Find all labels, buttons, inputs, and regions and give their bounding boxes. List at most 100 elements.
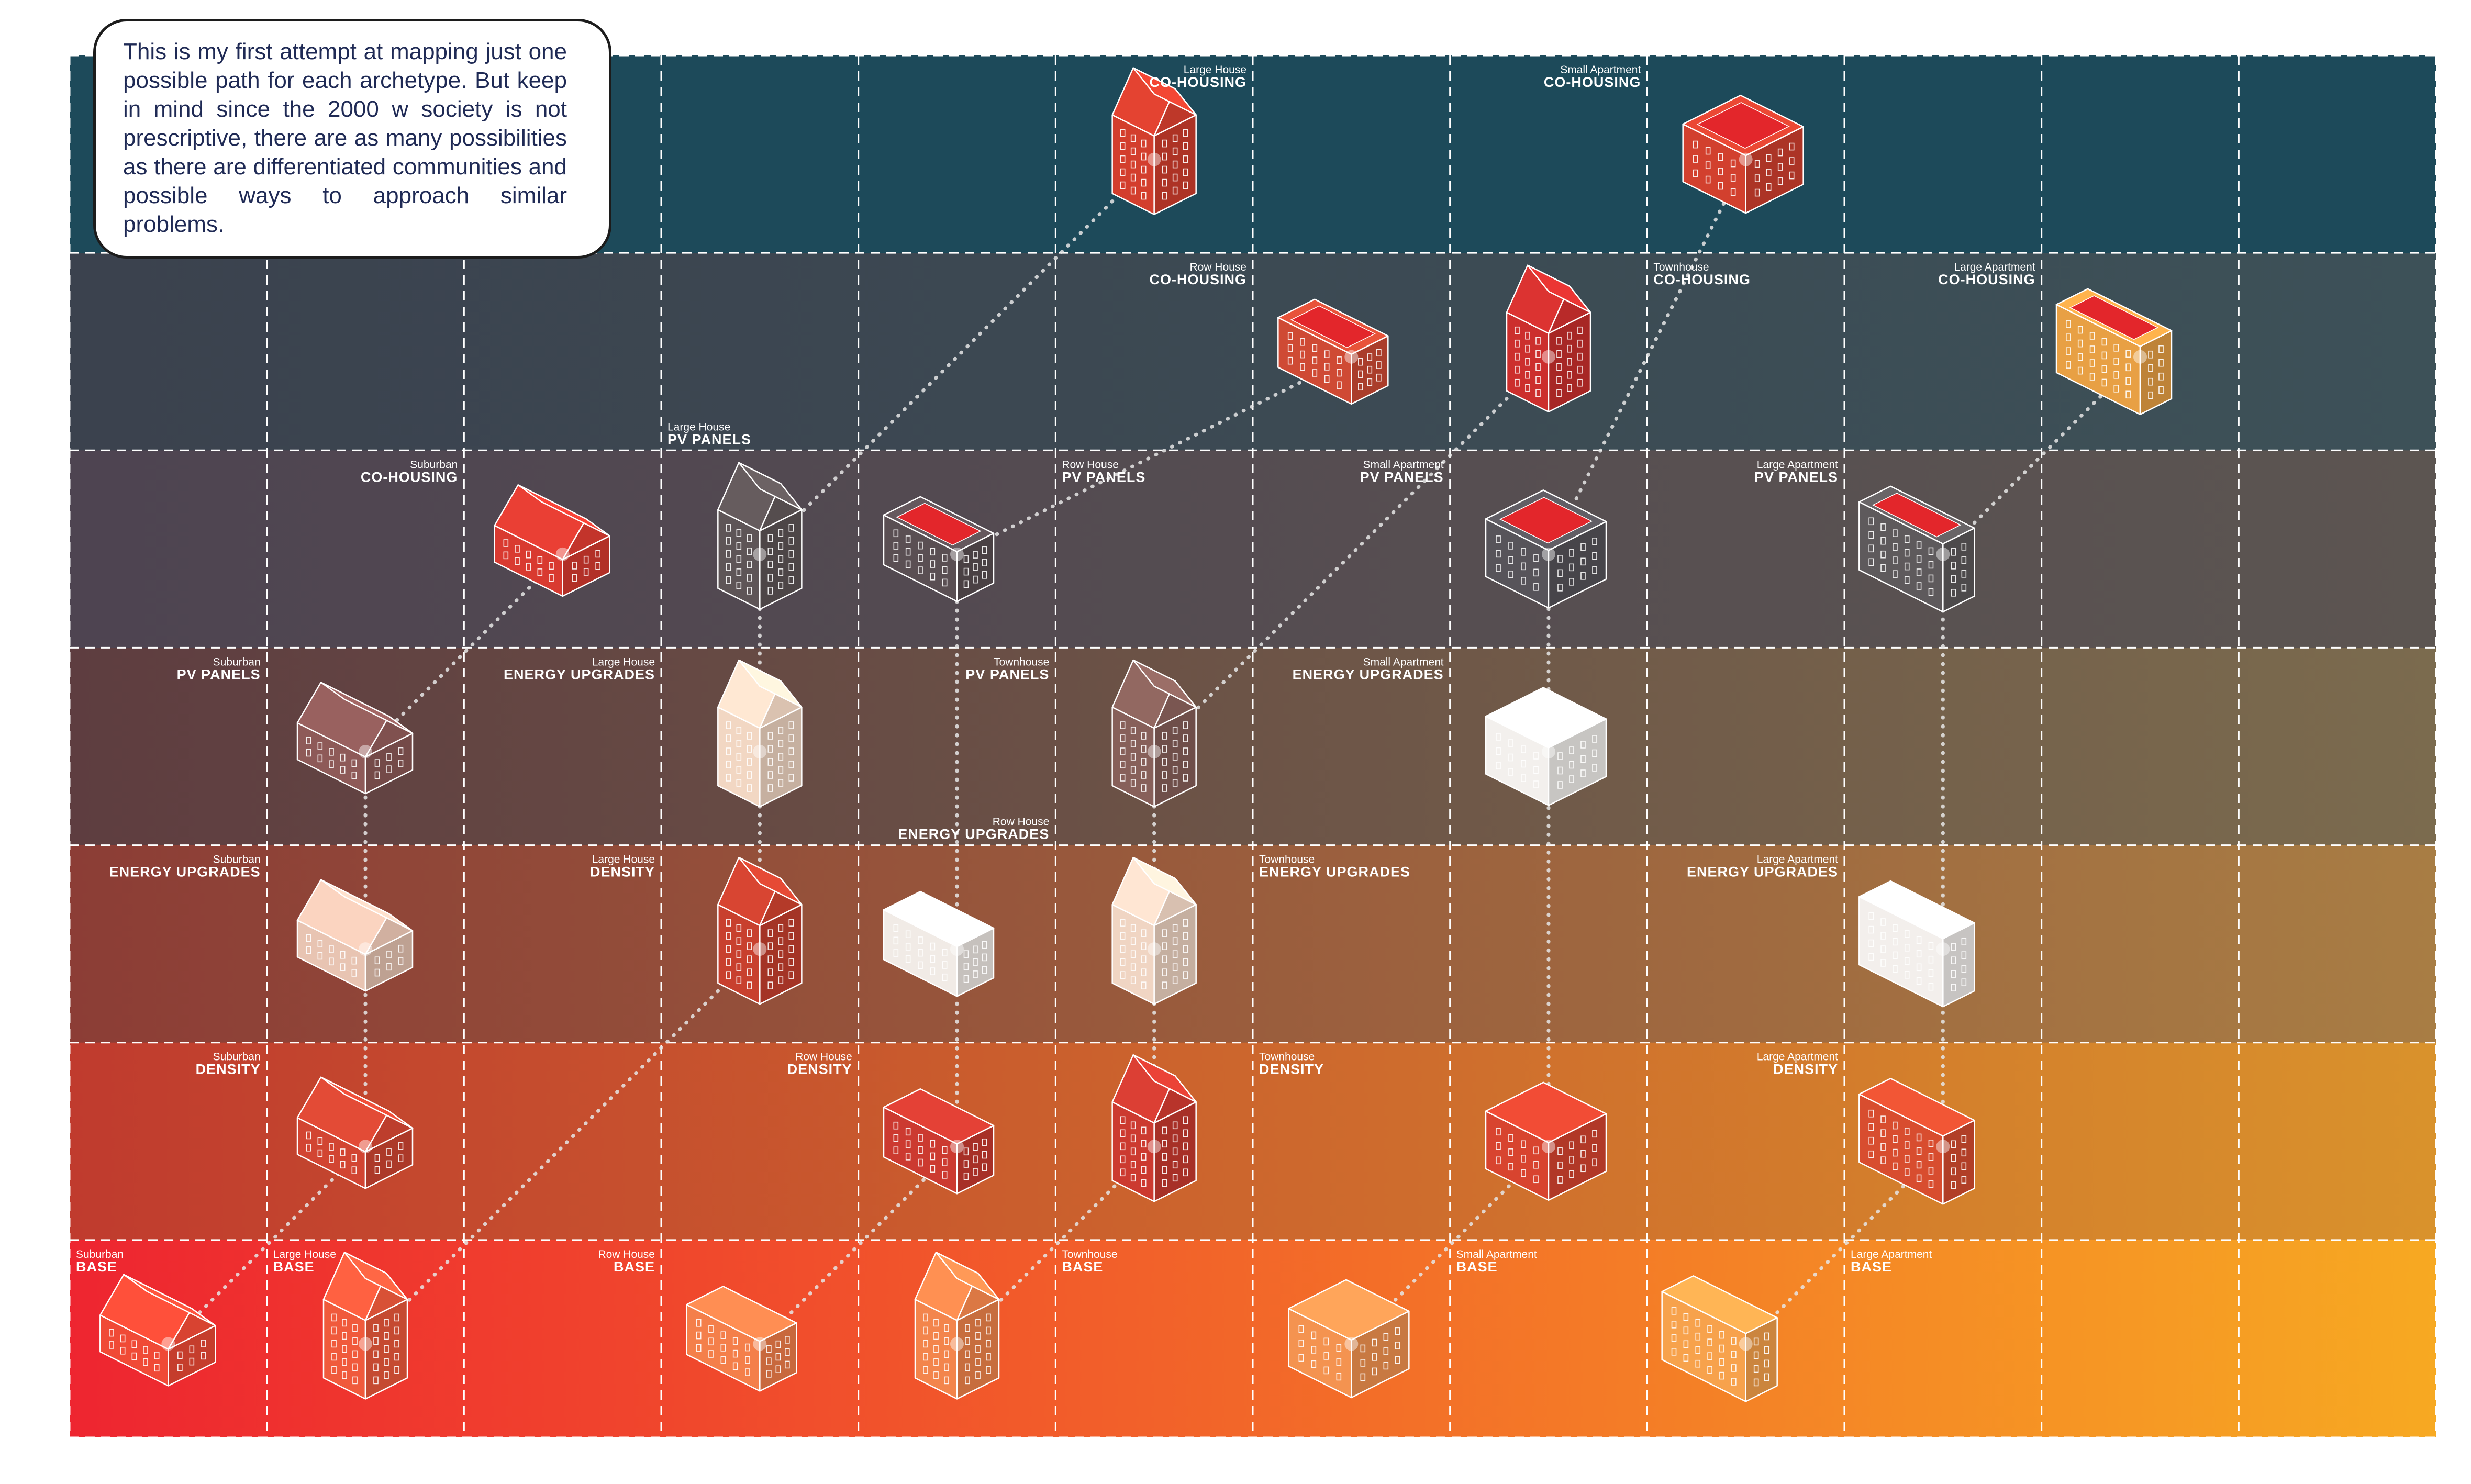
cell-label-stage: ENERGY UPGRADES xyxy=(1293,666,1444,682)
cell-label-archetype: Townhouse xyxy=(1653,261,1709,273)
building-small-apartment xyxy=(1485,489,1607,609)
cell-label-stage: BASE xyxy=(76,1259,117,1275)
cell-label-archetype: Suburban xyxy=(410,459,458,471)
cell-label-archetype: Suburban xyxy=(213,656,261,668)
cell-label-archetype: Row House xyxy=(1189,261,1246,273)
cell-label-archetype: Large House xyxy=(273,1248,336,1260)
cell-label-stage: PV PANELS xyxy=(1062,469,1145,485)
cell-label-stage: CO-HOUSING xyxy=(1653,272,1751,287)
building-large-house xyxy=(322,1252,408,1400)
cell-label-stage: DENSITY xyxy=(590,864,655,880)
connector-large-house xyxy=(758,158,1156,556)
cell-label-archetype: Large House xyxy=(592,854,655,866)
cell-label-stage: CO-HOUSING xyxy=(1150,74,1247,90)
building-row-house xyxy=(883,890,995,997)
building-row-house xyxy=(883,1088,995,1195)
building-large-apartment xyxy=(1858,880,1975,1008)
building-row-house xyxy=(1277,298,1389,405)
cell-label-stage: ENERGY UPGRADES xyxy=(109,864,261,880)
connector-large-house xyxy=(363,947,762,1346)
connector-row-house xyxy=(955,355,1353,556)
cell-label-archetype: Large House xyxy=(592,656,655,668)
building-townhouse xyxy=(914,1252,1000,1400)
cell-label-archetype: Row House xyxy=(795,1051,852,1063)
cell-label-stage: DENSITY xyxy=(787,1062,852,1077)
building-small-apartment xyxy=(1485,687,1607,806)
cell-label-stage: BASE xyxy=(1456,1259,1498,1275)
cell-label-archetype: Suburban xyxy=(213,854,261,866)
connector-small-apartment xyxy=(1546,158,1748,556)
building-suburban xyxy=(296,1076,414,1189)
building-large-apartment xyxy=(1858,485,1975,613)
cell-label-stage: DENSITY xyxy=(1259,1062,1324,1077)
cell-label-stage: ENERGY UPGRADES xyxy=(1259,864,1410,880)
building-townhouse xyxy=(1111,856,1197,1005)
cell-label-stage: ENERGY UPGRADES xyxy=(1687,864,1838,880)
building-row-house xyxy=(883,496,995,602)
cell-label-archetype: Small Apartment xyxy=(1456,1248,1537,1260)
cell-label-archetype: Large House xyxy=(667,421,730,433)
intro-note-text: This is my first attempt at mapping just… xyxy=(123,39,567,237)
connector-townhouse xyxy=(1152,355,1551,754)
cell-label-archetype: Townhouse xyxy=(1259,854,1315,866)
cell-label-stage: CO-HOUSING xyxy=(1544,74,1641,90)
building-suburban xyxy=(296,682,414,795)
path-connectors xyxy=(166,158,2142,1346)
cell-label-archetype: Small Apartment xyxy=(1560,64,1641,76)
building-row-house xyxy=(686,1286,797,1392)
cell-label-archetype: Townhouse xyxy=(1259,1051,1315,1063)
cell-label-archetype: Small Apartment xyxy=(1363,459,1444,471)
cell-label-stage: PV PANELS xyxy=(177,666,261,682)
building-large-house xyxy=(717,659,803,808)
building-suburban xyxy=(494,484,610,597)
cell-label-archetype: Suburban xyxy=(213,1051,261,1063)
archetype-path-diagram: Large House CO-HOUSING Small Apartment CO-H… xyxy=(70,55,2436,1437)
cell-label-stage: DENSITY xyxy=(196,1062,261,1077)
connector-suburban xyxy=(363,552,565,754)
cell-label-stage: ENERGY UPGRADES xyxy=(898,827,1049,842)
building-large-house xyxy=(1111,67,1197,215)
cell-label-stage: PV PANELS xyxy=(1754,469,1838,485)
building-large-apartment xyxy=(1661,1275,1778,1402)
cell-label-archetype: Suburban xyxy=(76,1248,124,1260)
cell-label-archetype: Small Apartment xyxy=(1363,656,1444,668)
cell-label-archetype: Townhouse xyxy=(1062,1248,1117,1260)
cell-label-stage: DENSITY xyxy=(1773,1062,1838,1077)
cell-label-stage: PV PANELS xyxy=(667,431,751,447)
building-large-house xyxy=(717,856,803,1005)
cell-label-archetype: Large Apartment xyxy=(1757,1051,1838,1063)
building-townhouse xyxy=(1506,264,1591,412)
building-townhouse xyxy=(1111,659,1197,808)
cell-label-archetype: Townhouse xyxy=(994,656,1049,668)
cell-label-archetype: Large Apartment xyxy=(1851,1248,1932,1260)
cell-label-stage: PV PANELS xyxy=(965,666,1049,682)
cell-label-stage: PV PANELS xyxy=(1360,469,1444,485)
cell-label-archetype: Row House xyxy=(1062,459,1119,471)
cell-label-stage: CO-HOUSING xyxy=(1150,272,1247,287)
cell-label-stage: ENERGY UPGRADES xyxy=(504,666,655,682)
connector-row-house xyxy=(758,1144,959,1346)
cell-label-stage: CO-HOUSING xyxy=(361,469,458,485)
